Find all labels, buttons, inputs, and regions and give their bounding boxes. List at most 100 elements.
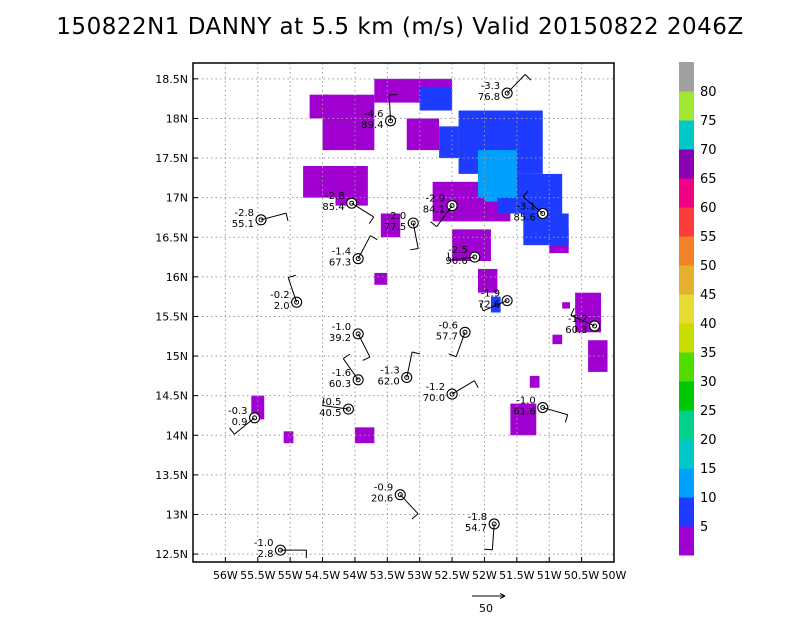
station-label-top: -4.6 — [364, 109, 384, 120]
wind-barb — [448, 256, 475, 261]
colorbar-label: 60 — [700, 201, 717, 216]
wind-barb-flag — [229, 427, 235, 435]
colorbar-swatch — [679, 352, 694, 382]
station-markers: -1.02.8-0.920.6-1.854.7-0.30.9-0.540.5-1… — [228, 74, 601, 560]
wind-barb — [388, 94, 392, 121]
station-marker: -3.185.6 — [513, 190, 549, 223]
station-marker: -0.22.0 — [270, 274, 303, 312]
colorbar-swatch — [679, 149, 694, 179]
station-label-top: -0.9 — [374, 483, 394, 494]
station-core-icon — [258, 217, 264, 223]
station-label-bottom: 40.5 — [319, 408, 341, 419]
shaded-cell — [529, 375, 540, 388]
station-label-bottom: 2.0 — [274, 301, 290, 312]
station-core-icon — [252, 415, 258, 421]
y-tick-label: 16N — [166, 271, 188, 284]
x-tick-label: 51.5W — [499, 569, 534, 582]
scale-arrow-head — [499, 593, 506, 599]
shaded-cell — [490, 296, 501, 313]
wind-barb — [436, 205, 453, 227]
wind-barb-flag — [448, 353, 457, 358]
station-core-icon — [449, 391, 455, 397]
station-label-bottom: 20.6 — [371, 494, 393, 505]
wind-barb — [451, 380, 475, 395]
wind-barb — [522, 196, 544, 214]
y-tick-label: 18N — [166, 112, 188, 125]
x-tick-label: 51W — [537, 569, 562, 582]
station-label-top: -0.3 — [228, 406, 248, 417]
station-label-bottom: 89.4 — [361, 120, 383, 131]
colorbar-label: 5 — [700, 520, 708, 535]
y-tick-label: 16.5N — [155, 231, 188, 244]
station-label-bottom: 61.6 — [513, 407, 535, 418]
y-tick-label: 18.5N — [155, 73, 188, 86]
map-title: 150822N1 DANNY at 5.5 km (m/s) Valid 201… — [56, 14, 744, 40]
colorbar-swatch — [679, 91, 694, 121]
station-label-bottom: 60.3 — [329, 379, 351, 390]
station-label-top: -2.9 — [426, 194, 446, 205]
colorbar-label: 50 — [700, 259, 717, 274]
station-marker: -2.984.1 — [423, 194, 458, 228]
colorbar-label: 75 — [700, 114, 717, 129]
scale-label: 50 — [479, 602, 493, 615]
station-label-top: -0.6 — [439, 320, 459, 331]
wind-barb-flag — [570, 307, 575, 316]
shaded-cell — [487, 150, 508, 174]
colorbar-swatch — [679, 207, 694, 237]
station-core-icon — [504, 90, 510, 96]
wind-barb — [357, 333, 371, 358]
shaded-cell — [439, 126, 459, 159]
y-tick-label: 14.5N — [155, 390, 188, 403]
wind-barb — [483, 300, 508, 312]
shaded-cell — [283, 431, 294, 444]
y-tick-label: 15.5N — [155, 310, 188, 323]
station-label-bottom: 84.1 — [423, 205, 445, 216]
longitude-tick-labels: 56W 55.5W 55W 54.5W 54W 53.5W 53W 52.5W 52W 51.5W… — [213, 557, 627, 582]
wind-barb-flag — [484, 548, 493, 551]
wind-barb-flag — [342, 353, 351, 359]
wind-barb — [412, 222, 419, 249]
shaded-cell — [510, 403, 537, 436]
station-marker: -1.061.6 — [513, 396, 569, 423]
station-label-top: -1.2 — [568, 314, 588, 325]
wind-barb-flag — [368, 216, 375, 224]
wind-barb — [491, 523, 495, 550]
wind-barb-flag — [430, 221, 438, 228]
wind-barb-flag — [447, 252, 450, 261]
wind-barb-flag — [473, 380, 479, 388]
map-frame — [192, 62, 615, 563]
station-core-icon — [397, 492, 403, 498]
colorbar-swatch — [679, 410, 694, 440]
station-core-icon — [355, 331, 361, 337]
wind-barb-flag — [288, 274, 296, 279]
colorbar-swatch — [679, 497, 694, 527]
wind-barb — [351, 202, 374, 218]
colorbar-swatch — [679, 439, 694, 469]
station-label-top: -2.8 — [325, 191, 345, 202]
shaded-cell — [374, 272, 388, 285]
wind-barb — [542, 407, 568, 416]
wind-barb-flag — [411, 513, 419, 520]
colorbar-label: 70 — [700, 143, 717, 158]
station-label-bottom: 90.6 — [445, 256, 467, 267]
station-label-bottom: 67.3 — [329, 258, 351, 269]
station-core-icon — [540, 210, 546, 216]
shaded-cell — [406, 118, 440, 151]
station-marker: -1.972.6 — [478, 289, 513, 312]
shaded-cell — [588, 340, 608, 372]
station-core-icon — [355, 256, 361, 262]
station-core-icon — [294, 299, 300, 305]
station-marker: -1.854.7 — [465, 512, 500, 551]
station-core-icon — [540, 405, 546, 411]
station-label-top: -1.8 — [468, 512, 488, 523]
wind-barb — [342, 358, 359, 381]
station-label-bottom: 0.9 — [232, 417, 248, 428]
station-marker: -2.855.1 — [232, 208, 289, 230]
station-core-icon — [449, 203, 455, 209]
x-tick-label: 54.5W — [305, 569, 340, 582]
station-marker: -3.376.8 — [478, 74, 532, 103]
station-label-bottom: 85.4 — [322, 202, 344, 213]
shaded-cell — [523, 213, 569, 246]
wind-barb — [506, 74, 526, 94]
x-tick-label: 55W — [278, 569, 303, 582]
